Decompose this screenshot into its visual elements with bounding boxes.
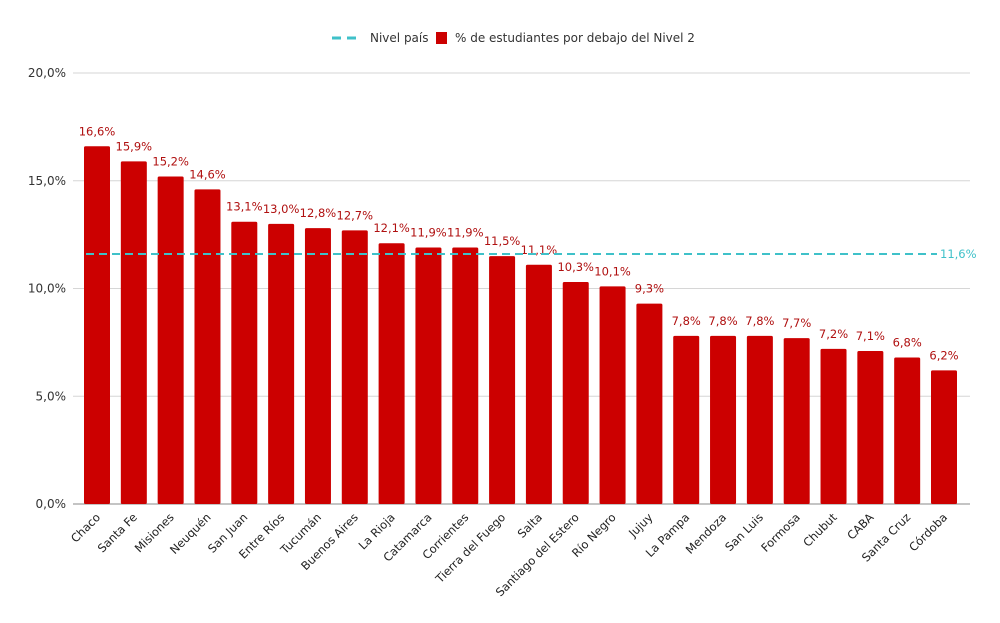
x-tick-label: Chubut <box>800 510 840 550</box>
y-tick-label: 20,0% <box>28 66 66 80</box>
bar <box>341 230 368 504</box>
bar <box>378 243 405 504</box>
bar <box>120 161 147 505</box>
x-tick-label: Neuquén <box>167 510 214 557</box>
bar <box>84 146 110 504</box>
bar <box>489 256 516 504</box>
data-label: 7,7% <box>782 316 811 330</box>
legend-label-estudiantes: % de estudiantes por debajo del Nivel 2 <box>455 31 695 45</box>
bar <box>415 247 442 504</box>
bar <box>194 189 221 504</box>
legend: Nivel país % de estudiantes por debajo d… <box>332 31 695 45</box>
bar <box>931 370 957 504</box>
bar <box>746 335 773 504</box>
x-tick-label: Chaco <box>68 510 103 545</box>
data-label: 9,3% <box>635 282 664 296</box>
data-label: 14,6% <box>189 167 226 181</box>
data-label: 10,3% <box>557 260 594 274</box>
x-tick-label: Santa Fe <box>95 510 140 555</box>
data-label: 7,8% <box>672 314 701 328</box>
data-label: 7,2% <box>819 327 848 341</box>
y-tick-label: 10,0% <box>28 282 66 296</box>
x-tick-label: Salta <box>515 510 545 540</box>
data-label: 11,1% <box>521 243 558 257</box>
data-label: 15,2% <box>152 154 189 168</box>
bar <box>304 228 331 504</box>
bar <box>157 176 184 504</box>
data-label: 15,9% <box>116 139 153 153</box>
legend-label-nivel-pais: Nivel país <box>370 31 429 45</box>
x-tick-label: Mendoza <box>683 510 729 556</box>
y-tick-label: 0,0% <box>36 497 67 511</box>
bar <box>525 264 552 504</box>
data-label: 10,1% <box>594 264 631 278</box>
bar <box>857 350 884 504</box>
bar <box>452 247 479 504</box>
data-label: 11,9% <box>410 226 447 240</box>
bar <box>268 223 295 504</box>
x-tick-label: Tierra del Fuego <box>432 510 508 586</box>
bar <box>820 348 847 504</box>
y-tick-label: 15,0% <box>28 174 66 188</box>
data-label: 11,5% <box>484 234 521 248</box>
bar <box>710 335 737 504</box>
data-label: 12,8% <box>300 206 337 220</box>
bar <box>599 286 626 504</box>
bar <box>894 357 921 504</box>
x-tick-label: Córdoba <box>906 510 950 554</box>
data-label: 16,6% <box>79 124 116 138</box>
bar <box>673 335 700 504</box>
data-label: 11,9% <box>447 226 484 240</box>
data-label: 6,8% <box>893 335 922 349</box>
data-label: 13,0% <box>263 202 300 216</box>
data-label: 12,7% <box>337 208 374 222</box>
bar <box>562 282 589 504</box>
data-label: 7,1% <box>856 329 885 343</box>
bar <box>783 338 810 504</box>
data-label: 7,8% <box>708 314 737 328</box>
reference-line-label: 11,6% <box>940 247 977 261</box>
x-tick-label: Formosa <box>758 510 803 555</box>
data-label: 12,1% <box>373 221 410 235</box>
bar <box>231 221 258 504</box>
bar <box>636 303 663 504</box>
x-tick-label: CABA <box>844 510 876 542</box>
y-tick-label: 5,0% <box>36 389 67 403</box>
data-label: 7,8% <box>745 314 774 328</box>
data-label: 6,2% <box>929 348 958 362</box>
data-label: 13,1% <box>226 200 263 214</box>
x-tick-label: Jujuy <box>625 510 656 541</box>
legend-swatch-estudiantes <box>436 32 447 44</box>
